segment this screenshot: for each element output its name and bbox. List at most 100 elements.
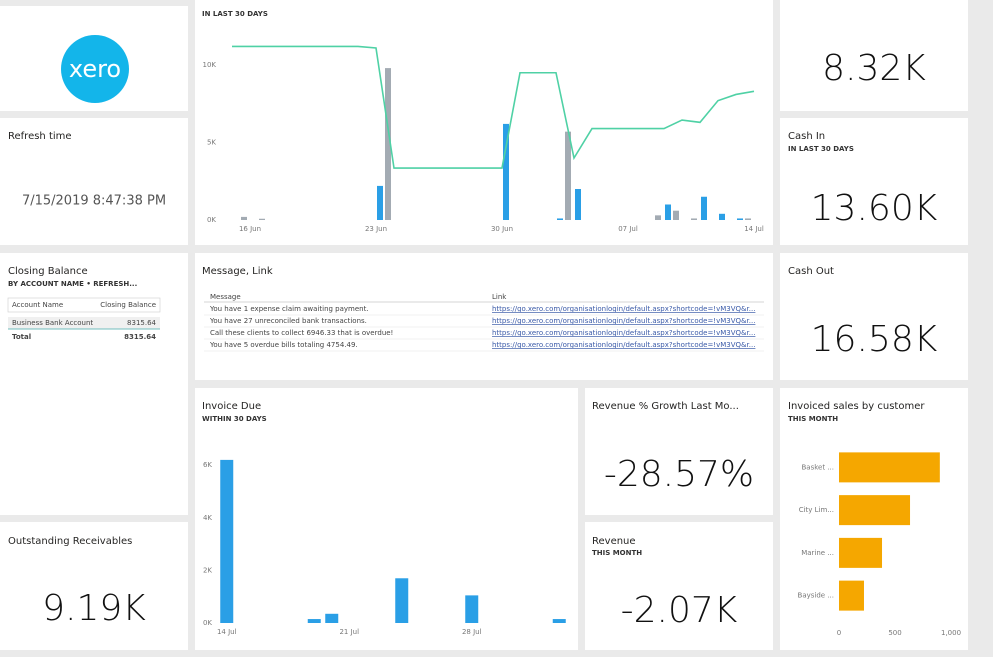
tile [195, 0, 773, 245]
y-tick-label: 0K [203, 619, 212, 627]
card-value: 8.32K [822, 48, 926, 89]
bar [307, 619, 321, 623]
y-tick-label: Bayside ... [798, 592, 834, 600]
card-value: -28.57% [604, 454, 754, 495]
bar [701, 196, 707, 220]
bar [503, 123, 509, 220]
bar [241, 216, 247, 220]
card-title: Cash Out [788, 266, 834, 277]
table-header: Account Name [12, 301, 63, 309]
bar [745, 218, 751, 220]
table-total: Total [12, 333, 31, 341]
bar [737, 218, 743, 220]
tile [195, 253, 773, 380]
message-rows: You have 1 expense claim awaiting paymen… [204, 305, 764, 352]
card-title: Cash In [788, 131, 825, 142]
chart-subtitle: THIS MONTH [788, 415, 838, 423]
x-tick-label: 14 Jul [217, 628, 237, 636]
chart-subtitle: IN LAST 30 DAYS [202, 10, 268, 18]
card-title: Revenue % Growth Last Mo... [592, 401, 739, 412]
tile [780, 118, 968, 245]
link[interactable]: https://go.xero.com/organisationlogin/de… [492, 305, 755, 313]
bar [839, 452, 940, 483]
bar [575, 189, 581, 220]
bar [325, 613, 339, 623]
line [232, 45, 755, 169]
card-title: Outstanding Receivables [8, 536, 132, 547]
tile [0, 118, 188, 245]
link[interactable]: https://go.xero.com/organisationlogin/de… [492, 329, 755, 337]
card-title: Revenue [592, 536, 636, 547]
tile [195, 388, 578, 650]
x-tick-label: 1,000 [941, 629, 961, 637]
table-header: Closing Balance [100, 301, 156, 309]
bar [395, 578, 409, 623]
bar [665, 204, 671, 220]
table-header: Message [210, 293, 241, 301]
table-cell: You have 27 unreconciled bank transactio… [209, 317, 367, 325]
y-tick-label: 0K [207, 216, 216, 224]
table-cell: Call these clients to collect 6946.33 th… [210, 329, 393, 337]
bar [557, 218, 563, 220]
y-tick-label: 4K [203, 514, 212, 522]
table-cell: Business Bank Account [12, 319, 93, 327]
tile [780, 0, 968, 111]
y-tick-label: City Lim... [799, 506, 834, 514]
bar [839, 537, 883, 568]
chart-title: Invoiced sales by customer [788, 401, 925, 412]
bar [719, 213, 725, 220]
bar [465, 595, 479, 623]
card-subtitle: THIS MONTH [592, 549, 642, 557]
card-value: 13.60K [811, 188, 938, 229]
y-tick-label: 6K [203, 461, 212, 469]
bar [259, 218, 265, 220]
x-tick-label: 0 [837, 629, 841, 637]
tile [0, 253, 188, 515]
link[interactable]: https://go.xero.com/organisationlogin/de… [492, 317, 755, 325]
bar [377, 185, 383, 220]
tile [0, 522, 188, 650]
chart-title: Invoice Due [202, 401, 261, 412]
link[interactable]: https://go.xero.com/organisationlogin/de… [492, 341, 755, 349]
table-cell: You have 1 expense claim awaiting paymen… [209, 305, 369, 313]
bar [220, 459, 234, 623]
bar [839, 495, 911, 526]
card-value: 7/15/2019 8:47:38 PM [22, 194, 166, 209]
table-row-bg [8, 317, 160, 329]
x-tick-label: 07 Jul [618, 225, 638, 233]
y-tick-label: 5K [207, 139, 216, 147]
card-subtitle: IN LAST 30 DAYS [788, 145, 854, 153]
table-cell: 8315.64 [127, 319, 156, 327]
logo-text: xero [69, 55, 121, 83]
x-tick-label: 23 Jun [365, 225, 387, 233]
x-tick-label: 14 Jul [744, 225, 764, 233]
bar [691, 218, 697, 220]
bar [839, 580, 864, 611]
y-tick-label: 2K [203, 566, 212, 574]
x-tick-label: 28 Jul [462, 628, 482, 636]
card-value: 16.58K [811, 319, 938, 360]
table-cell: You have 5 overdue bills totaling 4754.4… [209, 341, 358, 349]
table-header: Link [492, 293, 507, 301]
table-title: Closing Balance [8, 266, 88, 277]
logo-circle [61, 35, 129, 103]
bar [565, 131, 571, 220]
x-tick-label: 30 Jun [491, 225, 513, 233]
tile [585, 388, 773, 515]
bar [673, 210, 679, 220]
table-total: 8315.64 [124, 333, 156, 341]
y-tick-label: Marine ... [801, 549, 834, 557]
x-tick-label: 21 Jul [339, 628, 359, 636]
table-header-bg [7, 297, 161, 313]
x-tick-label: 500 [888, 629, 901, 637]
bar [385, 68, 391, 220]
card-value: -2.07K [621, 590, 738, 631]
bar [552, 619, 566, 623]
tile [780, 253, 968, 380]
tile [585, 522, 773, 650]
card-title: Refresh time [8, 131, 72, 142]
chart-subtitle: WITHIN 30 DAYS [202, 415, 267, 423]
table-title: Message, Link [202, 266, 273, 277]
y-tick-label: Basket ... [802, 463, 835, 471]
